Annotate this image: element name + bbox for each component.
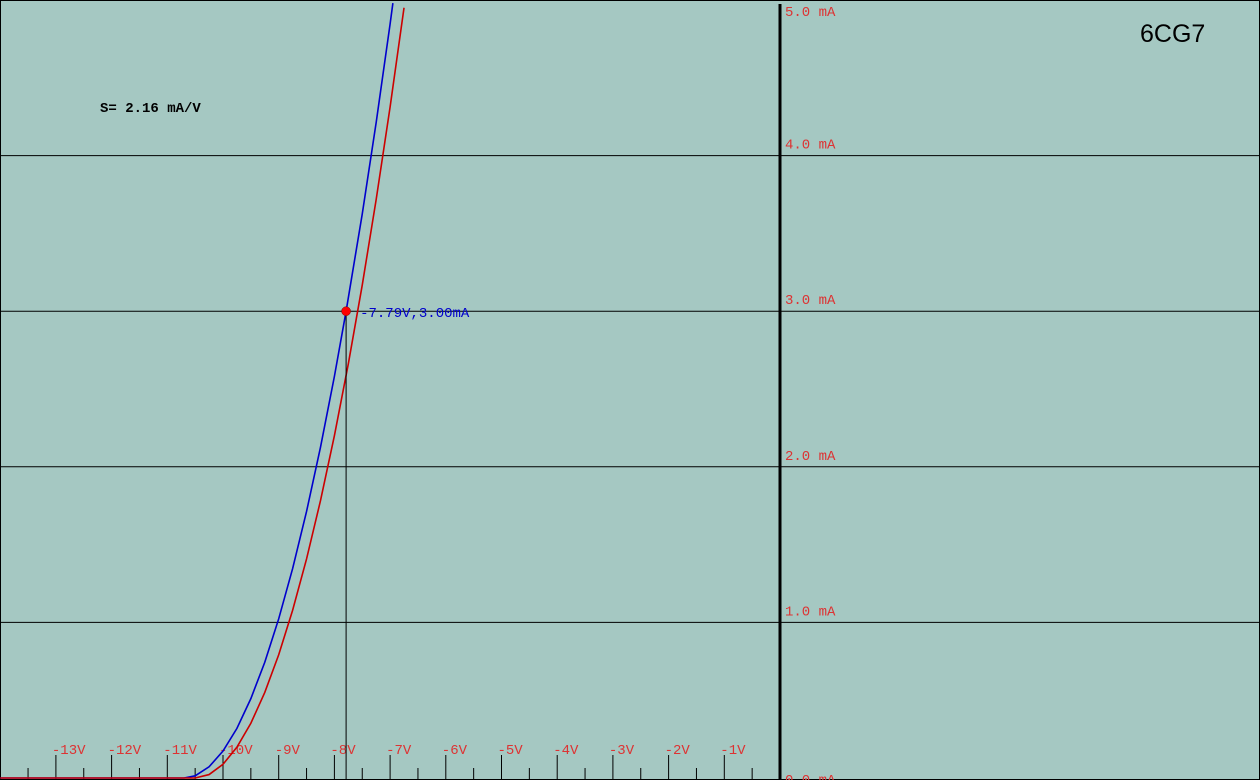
y-tick-label: 4.0 mA [785,138,836,154]
x-tick-label: -4V [553,743,579,759]
cursor-marker [341,306,351,316]
x-tick-label: -12V [108,743,142,759]
x-tick-label: -6V [442,743,468,759]
x-tick-label: -9V [275,743,301,759]
y-tick-label: 0.0 mA [785,773,836,780]
y-tick-label: 3.0 mA [785,293,836,309]
x-tick-label: -11V [163,743,197,759]
x-tick-label: -5V [498,743,524,759]
series-line-1 [0,3,394,779]
x-tick-label: -10V [219,743,253,759]
series-line-2 [0,7,405,779]
x-tick-label: -2V [665,743,691,759]
x-tick-label: -7V [386,743,412,759]
y-tick-label: 5.0 mA [785,5,836,21]
chart-title: 6CG7 [1140,20,1206,48]
x-tick-label: -8V [330,743,356,759]
x-tick-label: -1V [720,743,746,759]
y-tick-label: 1.0 mA [785,604,836,620]
x-tick-label: -3V [609,743,635,759]
y-tick-label: 2.0 mA [785,449,836,465]
slope-annotation: S= 2.16 mA/V [100,101,201,117]
cursor-readout: -7.79V,3.00mA [360,306,470,322]
x-tick-label: -13V [52,743,86,759]
